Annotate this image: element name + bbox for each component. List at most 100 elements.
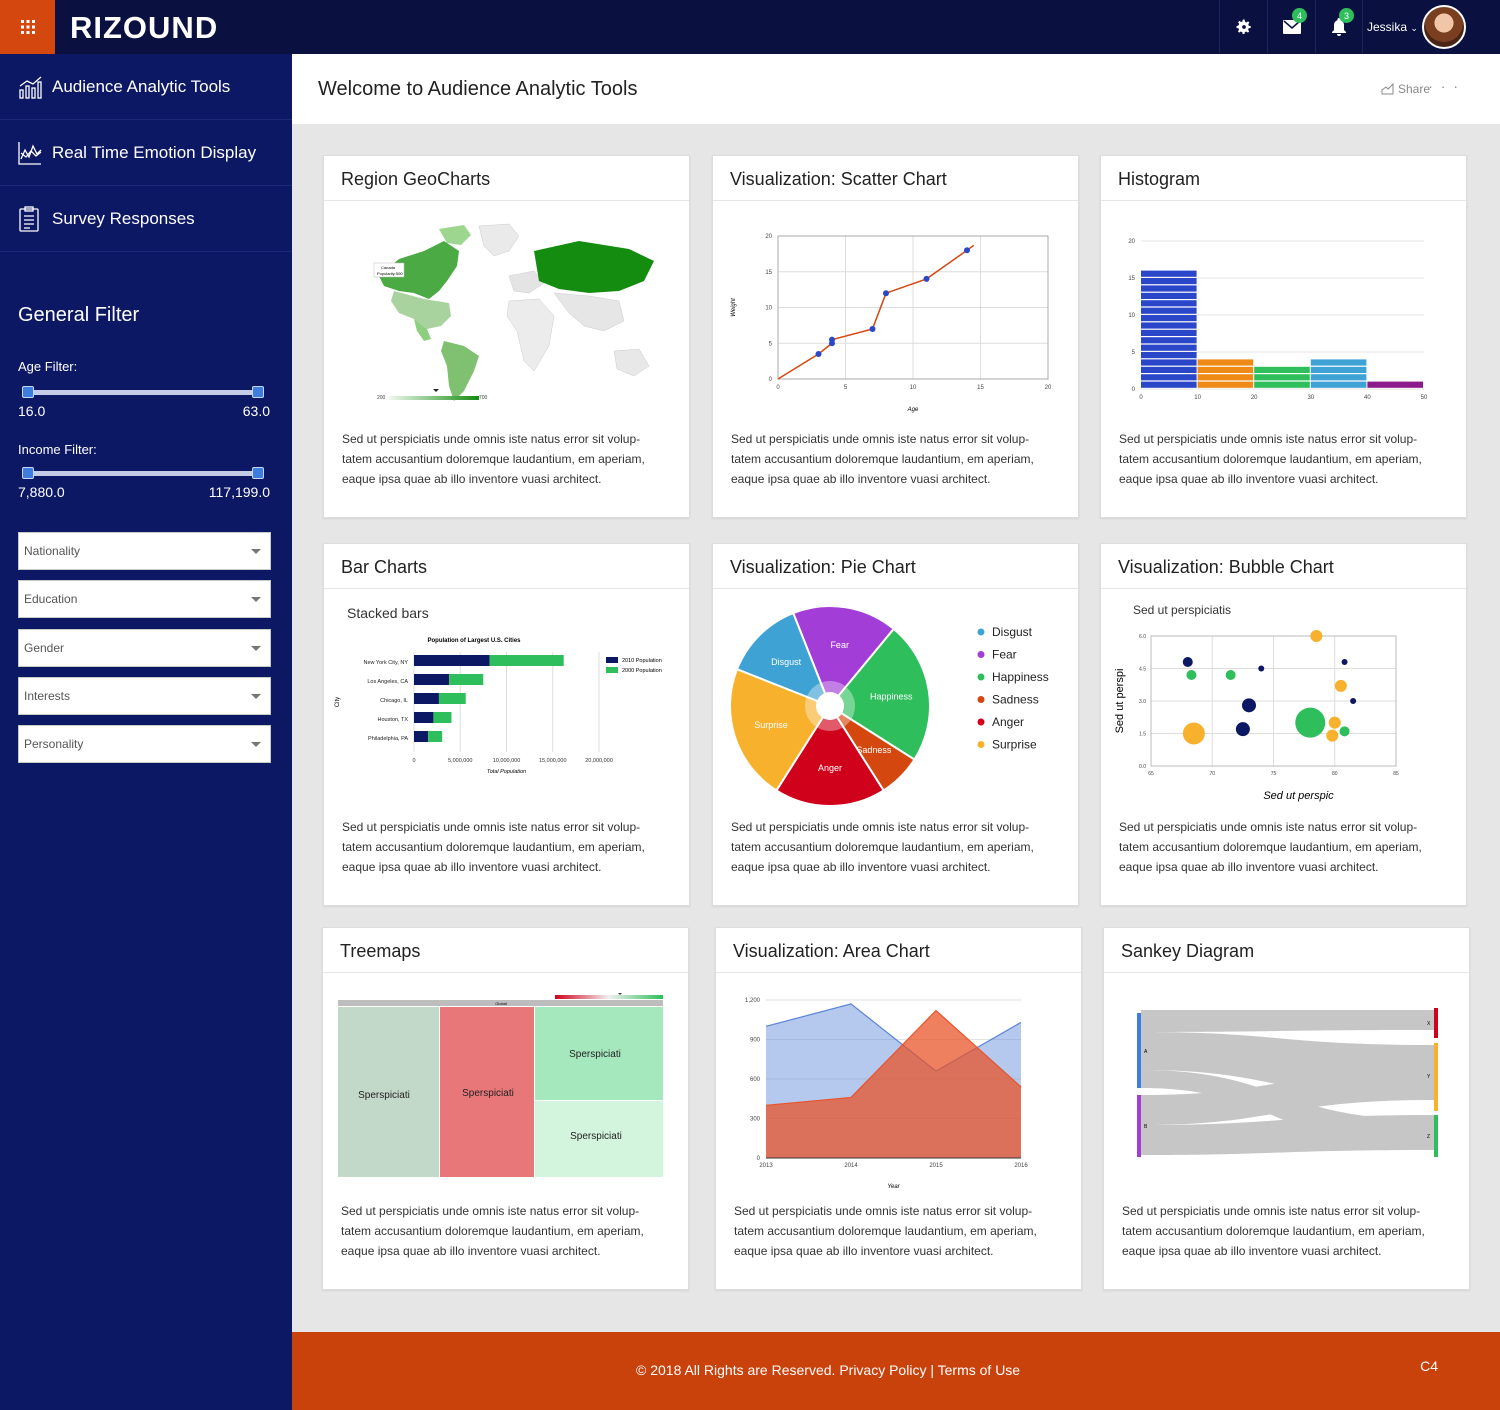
world-geochart[interactable]: Canada Popularity:500 200 700 bbox=[369, 221, 659, 406]
treemap-cell[interactable] bbox=[440, 1007, 534, 1177]
histogram-bar[interactable] bbox=[1254, 374, 1310, 381]
pie-chart[interactable]: Fear Happiness Sadness Anger Surprise Disgust… bbox=[723, 599, 1073, 814]
stacked-bar[interactable] bbox=[414, 712, 434, 723]
sankey-node-b[interactable] bbox=[1137, 1095, 1141, 1157]
terms-of-use-link[interactable]: Terms of Use bbox=[937, 1362, 1021, 1378]
pie-slice[interactable] bbox=[735, 611, 832, 708]
area-chart[interactable]: 0 300 600 900 1,200 2013 2014 2015 2016 Year bbox=[726, 990, 1071, 1195]
income-range-slider[interactable] bbox=[22, 467, 264, 479]
share-button[interactable]: Share bbox=[1381, 82, 1430, 96]
histogram-bar[interactable] bbox=[1367, 381, 1423, 388]
region-mexico[interactable] bbox=[414, 319, 431, 341]
data-point[interactable] bbox=[869, 325, 876, 332]
pie-slice[interactable] bbox=[775, 704, 885, 807]
bubble[interactable] bbox=[1242, 698, 1256, 713]
bubble[interactable] bbox=[1182, 657, 1193, 667]
sankey-diagram[interactable]: A B X Y Z bbox=[1129, 1000, 1449, 1180]
pie-slice[interactable] bbox=[791, 605, 896, 708]
bubble[interactable] bbox=[1328, 716, 1341, 729]
region-australia[interactable] bbox=[613, 348, 650, 377]
income-min-handle[interactable] bbox=[22, 467, 34, 479]
sidebar-item-real-time-emotion-display[interactable]: Real Time Emotion Display bbox=[0, 120, 292, 186]
histogram-bar[interactable] bbox=[1310, 366, 1367, 373]
nationality-select[interactable]: Nationality bbox=[18, 532, 271, 570]
sankey-link[interactable] bbox=[1141, 1010, 1434, 1032]
stacked-bar[interactable] bbox=[433, 712, 452, 723]
histogram-bar[interactable] bbox=[1310, 374, 1367, 381]
histogram-bar[interactable] bbox=[1197, 374, 1254, 381]
personality-select[interactable]: Personality bbox=[18, 725, 271, 763]
stacked-bar[interactable] bbox=[428, 731, 443, 742]
scatter-chart[interactable]: 0 5 10 15 20 0 5 10 15 20 Age Weight bbox=[723, 226, 1068, 421]
bubble[interactable] bbox=[1295, 707, 1326, 738]
sankey-link[interactable] bbox=[1141, 1070, 1434, 1125]
histogram-bar[interactable] bbox=[1197, 359, 1254, 366]
histogram-bar[interactable] bbox=[1141, 344, 1197, 351]
education-select[interactable]: Education bbox=[18, 580, 271, 618]
age-max-handle[interactable] bbox=[252, 386, 264, 398]
sankey-link[interactable] bbox=[1141, 1115, 1434, 1155]
histogram-bar[interactable] bbox=[1141, 322, 1197, 329]
histogram-bar[interactable] bbox=[1254, 366, 1310, 373]
mail-button[interactable]: 4 bbox=[1267, 0, 1315, 54]
income-max-handle[interactable] bbox=[252, 467, 264, 479]
notifications-button[interactable]: 3 bbox=[1315, 0, 1363, 54]
apps-grid-button[interactable] bbox=[0, 0, 55, 54]
region-canada[interactable] bbox=[379, 241, 459, 299]
histogram-bar[interactable] bbox=[1141, 366, 1197, 373]
privacy-policy-link[interactable]: Privacy Policy bbox=[839, 1362, 927, 1378]
interests-select[interactable]: Interests bbox=[18, 677, 271, 715]
histogram-bar[interactable] bbox=[1141, 307, 1197, 314]
stacked-bar[interactable] bbox=[438, 693, 466, 704]
histogram-bar[interactable] bbox=[1141, 374, 1197, 381]
bubble[interactable] bbox=[1258, 665, 1265, 672]
data-point[interactable] bbox=[883, 290, 889, 297]
more-options-button[interactable]: · · · bbox=[1428, 78, 1460, 94]
region-greenland[interactable] bbox=[439, 225, 471, 245]
pie-slice-label[interactable]: Sadness bbox=[856, 745, 892, 755]
bubble[interactable] bbox=[1235, 722, 1250, 737]
region-greenland-north[interactable] bbox=[478, 223, 520, 257]
treemap-cell[interactable] bbox=[535, 1101, 663, 1177]
pie-slice-label[interactable]: Disgust bbox=[771, 657, 802, 667]
sankey-node-y[interactable] bbox=[1434, 1043, 1438, 1111]
sankey-node-z[interactable] bbox=[1434, 1115, 1438, 1157]
gender-select[interactable]: Gender bbox=[18, 629, 271, 667]
region-south-america[interactable] bbox=[441, 341, 479, 401]
region-usa[interactable] bbox=[391, 291, 451, 329]
treemap-cell[interactable] bbox=[535, 1007, 663, 1100]
stacked-bar[interactable] bbox=[414, 655, 490, 666]
data-point[interactable] bbox=[815, 350, 822, 357]
avatar[interactable] bbox=[1422, 5, 1466, 49]
bubble[interactable] bbox=[1182, 722, 1205, 745]
stacked-bar[interactable] bbox=[489, 655, 564, 666]
bubble[interactable] bbox=[1326, 729, 1339, 742]
histogram-bar[interactable] bbox=[1141, 270, 1197, 277]
age-min-handle[interactable] bbox=[22, 386, 34, 398]
histogram-bar[interactable] bbox=[1141, 337, 1197, 344]
pie-slice-label[interactable]: Happiness bbox=[870, 691, 913, 701]
bubble[interactable] bbox=[1310, 630, 1323, 642]
treemap-cell[interactable] bbox=[338, 1007, 439, 1177]
region-asia[interactable] bbox=[553, 292, 625, 332]
stacked-bar[interactable] bbox=[414, 674, 450, 685]
data-point[interactable] bbox=[923, 275, 930, 282]
histogram-bar[interactable] bbox=[1254, 381, 1310, 388]
stacked-bar[interactable] bbox=[449, 674, 484, 685]
pie-slice-label[interactable]: Surprise bbox=[754, 720, 788, 730]
pie-slice[interactable] bbox=[729, 667, 832, 792]
sidebar-item-audience-analytic-tools[interactable]: Audience Analytic Tools bbox=[0, 54, 304, 120]
region-europe[interactable] bbox=[508, 270, 545, 294]
user-menu[interactable]: Jessika ⌄ bbox=[1367, 20, 1418, 34]
histogram-bar[interactable] bbox=[1141, 359, 1197, 366]
histogram-bar[interactable] bbox=[1141, 381, 1197, 388]
bubble[interactable] bbox=[1225, 670, 1236, 680]
pie-slice[interactable] bbox=[828, 627, 931, 761]
bubble[interactable] bbox=[1341, 659, 1348, 665]
stacked-bar[interactable] bbox=[414, 693, 439, 704]
histogram-bar[interactable] bbox=[1197, 366, 1254, 373]
histogram-bar[interactable] bbox=[1141, 300, 1197, 307]
histogram-bar[interactable] bbox=[1141, 292, 1197, 299]
bubble-chart[interactable]: 65 70 75 80 85 0.0 1.5 3.0 4.5 6.0 Sed ut perspic S… bbox=[1106, 624, 1461, 809]
age-range-slider[interactable] bbox=[22, 386, 264, 398]
